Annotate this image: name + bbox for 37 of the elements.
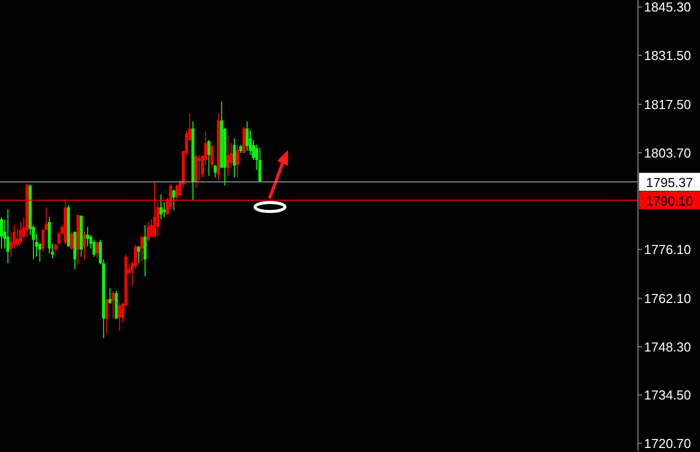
candlestick: [6, 208, 10, 264]
y-tick-label: 1845.30: [644, 0, 691, 15]
candlestick: [92, 239, 96, 258]
candlestick: [86, 226, 90, 248]
candlestick: [160, 194, 162, 220]
candlestick: [236, 144, 240, 178]
candlestick: [210, 144, 214, 168]
y-tick-label: 1734.50: [644, 388, 691, 403]
candlestick: [246, 121, 249, 152]
candlestick: [112, 290, 115, 320]
candlestick: [105, 298, 108, 334]
candlestick: [214, 164, 217, 178]
candlestick: [146, 222, 150, 242]
y-tick-label: 1776.10: [644, 242, 691, 257]
candlestick: [118, 302, 122, 332]
candlestick: [0, 216, 3, 250]
candlestick: [57, 231, 60, 246]
y-tick-label: 1762.10: [644, 290, 691, 306]
candlestick: [137, 246, 140, 264]
y-tick-label: 1720.70: [644, 436, 691, 451]
candlestick: [258, 148, 262, 183]
y-tick-label: 1817.50: [644, 96, 691, 112]
candlestick: [226, 134, 230, 176]
y-tick-label: 1803.70: [644, 145, 691, 160]
candlestick: [207, 140, 210, 176]
ref-line-label: 1790.10: [646, 193, 693, 208]
candlestick: [144, 224, 147, 277]
candlestick: [108, 288, 112, 304]
y-tick-label: 1831.50: [644, 48, 691, 63]
candlestick: [232, 138, 236, 178]
candlestick: [172, 188, 176, 211]
candlestick: [140, 236, 144, 262]
candlestick: [82, 231, 86, 260]
candlestick: [96, 241, 99, 259]
candlestick: [70, 231, 74, 250]
y-tick-label: 1748.30: [644, 339, 691, 354]
ref-line-label: 1795.37: [646, 174, 693, 190]
